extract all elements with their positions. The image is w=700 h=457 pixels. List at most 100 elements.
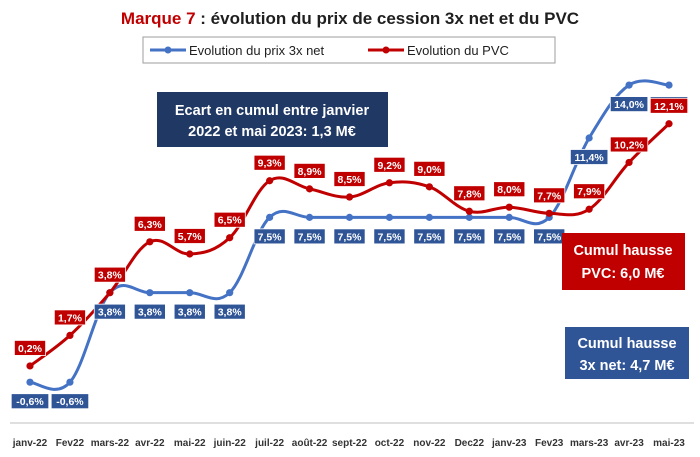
- data-label-text: 14,0%: [614, 99, 644, 111]
- data-label-bg: [649, 97, 689, 114]
- data-label-bg: [609, 96, 649, 112]
- data-point-prix-net: [66, 378, 74, 386]
- legend-label-pvc: Evolution du PVC: [407, 43, 509, 58]
- data-label-bg: [13, 340, 47, 356]
- data-label-text: 8,9%: [298, 166, 323, 178]
- data-label-text: 7,5%: [417, 231, 442, 243]
- data-label-text: 3,8%: [98, 307, 123, 319]
- data-label-bg: [173, 303, 206, 320]
- data-label-bg: [573, 183, 606, 200]
- data-label-text: 7,5%: [298, 231, 323, 243]
- data-point-pvc: [345, 193, 354, 201]
- data-label-text: 7,5%: [457, 231, 482, 243]
- x-tick-layer: janv-22 Fev22 mars-22 avr-22 mai-22 juin-22 ju…: [12, 438, 686, 449]
- data-point-pvc: [505, 203, 513, 211]
- chart-title-brand: Marque 7: [121, 9, 196, 28]
- data-label-prix-net: 11,4%: [569, 149, 609, 165]
- data-label-pvc: 10,2%: [609, 136, 649, 153]
- legend-blue-marker: [164, 46, 172, 54]
- data-point-prix-net: [226, 289, 234, 297]
- x-tick-label: Fev23: [535, 438, 564, 449]
- data-point-pvc: [425, 183, 433, 191]
- data-label-pvc: 8,5%: [333, 171, 366, 187]
- data-label-bg: [253, 154, 286, 171]
- data-label-bg: [453, 185, 486, 202]
- x-tick-label: nov-22: [413, 438, 446, 449]
- data-label-prix-net: 7,5%: [333, 228, 366, 245]
- data-point-pvc: [146, 238, 154, 246]
- data-label-text: 10,2%: [614, 139, 644, 151]
- data-label-bg: [493, 228, 526, 245]
- legend-red-marker: [382, 46, 390, 54]
- data-label-bg: [293, 228, 326, 245]
- ecart-line1: Ecart en cumul entre janvier: [175, 103, 370, 119]
- data-point-prix-net: [146, 289, 154, 297]
- data-label-pvc: 8,9%: [293, 162, 326, 179]
- legend: Evolution du prix 3x net Evolution du PV…: [142, 36, 556, 64]
- data-label-bg: [213, 211, 246, 228]
- data-label-text: 9,3%: [258, 158, 283, 170]
- data-point-pvc: [226, 234, 234, 242]
- x-tick-label: Dec22: [455, 438, 485, 449]
- data-label-bg: [333, 228, 366, 245]
- data-label-text: -0,6%: [56, 396, 84, 408]
- data-label-prix-net: 3,8%: [213, 303, 246, 320]
- data-label-pvc: 6,3%: [133, 215, 166, 232]
- data-label-layer: -0,6% -0,6% 3,8% 3,8% 3,8% 3,8% 7,5% 7,5% 7,5% 7,…: [10, 96, 689, 410]
- x-tick-label: juin-22: [213, 438, 247, 449]
- data-label-prix-net: 7,5%: [253, 228, 286, 245]
- data-label-text: 7,9%: [577, 186, 602, 198]
- data-point-pvc: [26, 362, 34, 370]
- data-label-pvc: 7,9%: [573, 183, 606, 200]
- data-label-text: 7,5%: [338, 231, 363, 243]
- data-label-bg: [133, 215, 166, 232]
- data-label-bg: [493, 181, 526, 198]
- x-tick-label: mai-22: [174, 438, 206, 449]
- data-label-bg: [213, 303, 246, 320]
- x-tick-label: janv-22: [12, 438, 48, 449]
- data-label-pvc: 1,7%: [53, 309, 86, 326]
- data-label-pvc: 9,0%: [413, 160, 446, 177]
- data-label-bg: [93, 266, 126, 283]
- data-point-prix-net: [345, 213, 354, 221]
- data-label-pvc: 8,0%: [493, 181, 526, 198]
- data-label-text: 11,4%: [575, 152, 605, 164]
- data-label-text: -0,6%: [16, 396, 44, 408]
- data-point-pvc: [305, 185, 314, 193]
- data-label-text: 6,5%: [218, 215, 243, 227]
- data-label-prix-net: 7,5%: [293, 228, 326, 245]
- data-label-bg: [93, 303, 126, 320]
- data-label-bg: [609, 136, 649, 153]
- x-tick-label: sept-22: [332, 438, 367, 449]
- data-label-pvc: 6,5%: [213, 211, 246, 228]
- chart-title-rest: : évolution du prix de cession 3x net et…: [196, 9, 580, 28]
- data-label-pvc: 9,3%: [253, 154, 286, 171]
- data-label-prix-net: 7,5%: [533, 228, 566, 245]
- data-label-text: 3,8%: [98, 270, 123, 282]
- data-label-prix-net: 3,8%: [173, 303, 206, 320]
- x-tick-label: oct-22: [375, 438, 405, 449]
- data-label-text: 0,2%: [18, 343, 43, 355]
- series-layer: [26, 79, 673, 391]
- data-point-pvc: [585, 205, 593, 213]
- data-point-pvc: [625, 158, 633, 167]
- data-label-text: 3,8%: [138, 307, 163, 319]
- data-point-prix-net: [186, 289, 194, 297]
- data-point-prix-net: [266, 213, 274, 221]
- data-point-pvc: [106, 289, 114, 297]
- pvc-line1: Cumul hausse: [573, 243, 672, 259]
- data-label-bg: [293, 162, 326, 179]
- data-point-prix-net: [505, 213, 513, 221]
- data-label-text: 7,5%: [377, 231, 402, 243]
- data-label-pvc: 12,1%: [649, 97, 689, 114]
- ecart-line2: 2022 et mai 2023: 1,3 M€: [188, 124, 356, 140]
- data-point-prix-net: [385, 213, 394, 221]
- legend-label-net: Evolution du prix 3x net: [189, 43, 325, 58]
- data-label-text: 8,5%: [338, 174, 363, 186]
- data-label-bg: [173, 228, 206, 244]
- data-label-bg: [133, 303, 166, 320]
- data-point-prix-net: [625, 81, 633, 89]
- data-point-pvc: [385, 179, 394, 187]
- pvc-line2: PVC: 6,0 M€: [582, 266, 665, 282]
- x-tick-label: juil-22: [254, 438, 284, 449]
